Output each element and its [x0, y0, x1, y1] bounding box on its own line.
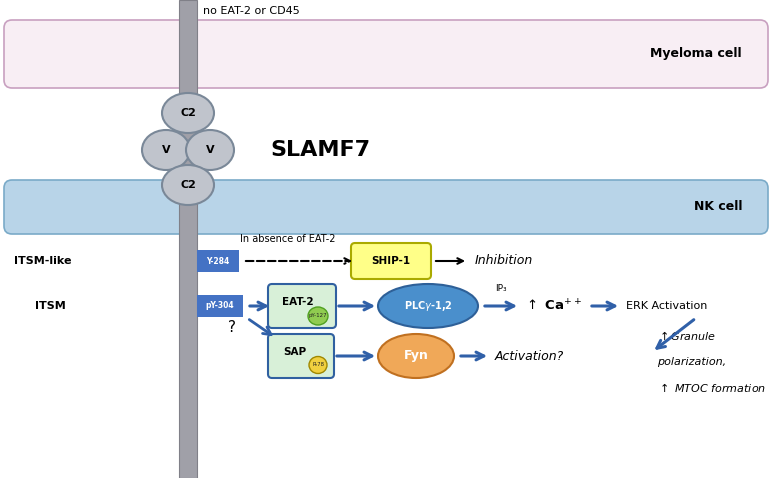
Text: C2: C2: [180, 180, 196, 190]
FancyBboxPatch shape: [197, 250, 239, 272]
Text: Myeloma cell: Myeloma cell: [650, 47, 742, 61]
Text: polarization,: polarization,: [657, 357, 726, 367]
FancyBboxPatch shape: [268, 284, 336, 328]
Ellipse shape: [186, 130, 234, 170]
Bar: [179, 0, 197, 478]
Text: ITSM-like: ITSM-like: [14, 256, 72, 266]
Ellipse shape: [142, 130, 190, 170]
Text: ?: ?: [228, 321, 236, 336]
Text: SLAMF7: SLAMF7: [270, 140, 370, 160]
Ellipse shape: [309, 357, 327, 373]
Text: $\uparrow$ Ca$^{++}$: $\uparrow$ Ca$^{++}$: [524, 298, 582, 314]
Text: V: V: [161, 145, 171, 155]
Ellipse shape: [378, 284, 478, 328]
Text: Fyn: Fyn: [404, 349, 428, 362]
Text: C2: C2: [180, 108, 196, 118]
Text: pY-127: pY-127: [309, 314, 327, 318]
FancyBboxPatch shape: [197, 295, 243, 317]
Text: PLC$\gamma$-1,2: PLC$\gamma$-1,2: [404, 299, 452, 313]
Text: R-78: R-78: [312, 362, 324, 368]
Ellipse shape: [162, 165, 214, 205]
Text: SHIP-1: SHIP-1: [371, 256, 411, 266]
Text: Activation?: Activation?: [495, 349, 564, 362]
Ellipse shape: [308, 307, 328, 325]
Ellipse shape: [162, 93, 214, 133]
Text: SAP: SAP: [283, 347, 306, 357]
Text: Y-284: Y-284: [206, 257, 229, 265]
FancyBboxPatch shape: [4, 20, 768, 88]
Text: IP₃: IP₃: [495, 284, 506, 293]
Text: V: V: [205, 145, 215, 155]
Text: NK cell: NK cell: [693, 200, 742, 214]
Text: ERK Activation: ERK Activation: [626, 301, 707, 311]
Text: EAT-2: EAT-2: [283, 297, 313, 307]
Text: $\uparrow$Granule: $\uparrow$Granule: [657, 329, 716, 342]
Text: pY-304: pY-304: [205, 302, 235, 311]
FancyBboxPatch shape: [4, 180, 768, 234]
Text: In absence of EAT-2: In absence of EAT-2: [240, 234, 336, 244]
Text: ITSM: ITSM: [35, 301, 66, 311]
FancyBboxPatch shape: [268, 334, 334, 378]
FancyBboxPatch shape: [351, 243, 431, 279]
Ellipse shape: [378, 334, 454, 378]
Text: $\uparrow$ MTOC formation: $\uparrow$ MTOC formation: [657, 380, 766, 393]
Text: Inhibition: Inhibition: [475, 254, 533, 268]
Text: no EAT-2 or CD45: no EAT-2 or CD45: [203, 6, 300, 16]
